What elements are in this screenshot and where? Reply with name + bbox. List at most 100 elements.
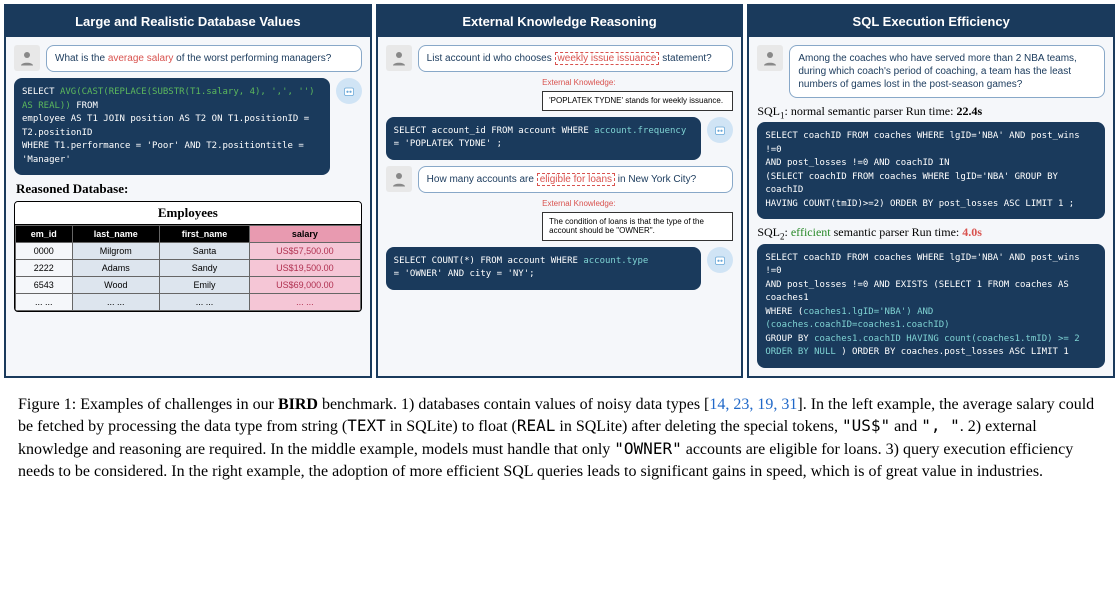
cell: Emily bbox=[160, 277, 250, 294]
cell-salary: US$19,500.00 bbox=[250, 260, 361, 277]
caption-text: in SQLite) to float ( bbox=[386, 418, 517, 435]
sql-text: FROM bbox=[71, 101, 98, 111]
caption-bold: BIRD bbox=[278, 396, 318, 413]
sql-highlight: account.type bbox=[583, 256, 648, 266]
sql-text: WHERE ( bbox=[765, 307, 803, 317]
sql-highlight: ORDER BY NULL bbox=[765, 347, 841, 357]
rt-desc: : normal semantic parser Run time: bbox=[785, 104, 957, 118]
rt-label: SQL bbox=[757, 225, 780, 239]
rt-label: SQL bbox=[757, 104, 780, 118]
cell: Wood bbox=[72, 277, 159, 294]
cell: 6543 bbox=[16, 277, 73, 294]
citation-link[interactable]: 14, 23, 19, 31 bbox=[709, 396, 797, 413]
user-avatar-icon bbox=[14, 45, 40, 71]
cell: Milgrom bbox=[72, 243, 159, 260]
user-question-row: Among the coaches who have served more t… bbox=[757, 45, 1105, 98]
sql-text: WHERE T1.performance = 'Poor' AND T2.pos… bbox=[22, 141, 304, 165]
sql-answer-row: SELECT COUNT(*) FROM account WHERE accou… bbox=[386, 247, 734, 290]
sql-text: SELECT account_id FROM account WHERE bbox=[394, 126, 594, 136]
q-highlight: average salary bbox=[108, 53, 174, 64]
figure-caption: Figure 1: Examples of challenges in our … bbox=[0, 382, 1119, 490]
sql-text: employee AS T1 JOIN position AS T2 ON T1… bbox=[22, 114, 309, 138]
col-header: first_name bbox=[160, 226, 250, 243]
user-avatar-icon bbox=[757, 45, 783, 71]
rt-efficient: efficient bbox=[791, 225, 831, 239]
sql-block: SELECT account_id FROM account WHERE acc… bbox=[386, 117, 702, 160]
sql-block: SELECT COUNT(*) FROM account WHERE accou… bbox=[386, 247, 702, 290]
cell: ... ... bbox=[72, 294, 159, 311]
knowledge-box: The condition of loans is that the type … bbox=[542, 212, 733, 241]
kb-label: External Knowledge: bbox=[542, 199, 733, 208]
cell: ... ... bbox=[160, 294, 250, 311]
q-text: List account id who chooses bbox=[427, 53, 555, 64]
user-question-row: What is the average salary of the worst … bbox=[14, 45, 362, 72]
sql-highlight: coaches1.coachID HAVING count(coaches1.t… bbox=[814, 334, 1080, 344]
cell-salary: US$69,000.00 bbox=[250, 277, 361, 294]
sql-text: SELECT bbox=[22, 87, 60, 97]
table-row: 2222AdamsSandyUS$19,500.00 bbox=[16, 260, 361, 277]
caption-code: "OWNER" bbox=[614, 439, 681, 458]
robot-avatar-icon bbox=[707, 117, 733, 143]
panel-header: Large and Realistic Database Values bbox=[6, 6, 370, 37]
sql-text: = 'POPLATEK TYDNE' ; bbox=[394, 139, 502, 149]
table-row: 0000MilgromSantaUS$57,500.00 bbox=[16, 243, 361, 260]
question-bubble: List account id who chooses weekly issue… bbox=[418, 45, 734, 72]
runtime-line: SQL1: normal semantic parser Run time: 2… bbox=[757, 104, 1105, 120]
cell: ... ... bbox=[16, 294, 73, 311]
panel-header: SQL Execution Efficiency bbox=[749, 6, 1113, 37]
caption-text: in SQLite) after deleting the special to… bbox=[555, 418, 842, 435]
data-table: em_id last_name first_name salary 0000Mi… bbox=[15, 225, 361, 311]
cell: Santa bbox=[160, 243, 250, 260]
sql-text: AND post_losses !=0 AND EXISTS (SELECT 1… bbox=[765, 280, 1068, 304]
figure-panels: Large and Realistic Database Values What… bbox=[0, 0, 1119, 382]
panel-body: List account id who chooses weekly issue… bbox=[378, 37, 742, 304]
runtime-line: SQL2: efficient semantic parser Run time… bbox=[757, 225, 1105, 241]
sql-text: = 'OWNER' AND city = 'NY'; bbox=[394, 269, 535, 279]
sql-text: (SELECT coachID FROM coaches WHERE lgID=… bbox=[765, 172, 1058, 196]
sql-text: AND post_losses !=0 AND coachID IN bbox=[765, 158, 949, 168]
table-title: Employees bbox=[15, 202, 361, 225]
sql-text: SELECT COUNT(*) FROM account WHERE bbox=[394, 256, 584, 266]
table-header-row: em_id last_name first_name salary bbox=[16, 226, 361, 243]
caption-code: TEXT bbox=[347, 416, 386, 435]
sql-text: SELECT coachID FROM coaches WHERE lgID='… bbox=[765, 253, 1079, 277]
table-row: ... ...... ...... ...... ... bbox=[16, 294, 361, 311]
caption-text: benchmark. 1) databases contain values o… bbox=[318, 396, 709, 413]
rt-value: 4.0s bbox=[962, 225, 982, 239]
sql-block: SELECT coachID FROM coaches WHERE lgID='… bbox=[757, 122, 1105, 219]
panel-header: External Knowledge Reasoning bbox=[378, 6, 742, 37]
q-text: statement? bbox=[659, 53, 711, 64]
q-highlight: eligible for loans bbox=[537, 173, 615, 186]
q-text: in New York City? bbox=[615, 174, 696, 185]
sql-answer-row: SELECT account_id FROM account WHERE acc… bbox=[386, 117, 734, 160]
user-avatar-icon bbox=[386, 166, 412, 192]
sql-highlight: AVG(CAST(REPLACE(SUBSTR(T1.salary, 4), '… bbox=[22, 87, 315, 111]
col-header: em_id bbox=[16, 226, 73, 243]
rt-value: 22.4s bbox=[956, 104, 982, 118]
robot-avatar-icon bbox=[707, 247, 733, 273]
user-avatar-icon bbox=[386, 45, 412, 71]
user-question-row: How many accounts are eligible for loans… bbox=[386, 166, 734, 193]
question-bubble: How many accounts are eligible for loans… bbox=[418, 166, 734, 193]
question-bubble: What is the average salary of the worst … bbox=[46, 45, 362, 72]
caption-text: Figure 1: Examples of challenges in our bbox=[18, 396, 278, 413]
col-header: last_name bbox=[72, 226, 159, 243]
cell-salary: ... ... bbox=[250, 294, 361, 311]
reasoned-db-label: Reasoned Database: bbox=[16, 181, 362, 197]
knowledge-box: 'POPLATEK TYDNE' stands for weekly issua… bbox=[542, 91, 733, 111]
question-bubble: Among the coaches who have served more t… bbox=[789, 45, 1105, 98]
panel-external-knowledge: External Knowledge Reasoning List accoun… bbox=[376, 4, 744, 378]
panel-database-values: Large and Realistic Database Values What… bbox=[4, 4, 372, 378]
col-header-salary: salary bbox=[250, 226, 361, 243]
sql-block: SELECT coachID FROM coaches WHERE lgID='… bbox=[757, 244, 1105, 368]
panel-sql-efficiency: SQL Execution Efficiency Among the coach… bbox=[747, 4, 1115, 378]
table-row: 6543WoodEmilyUS$69,000.00 bbox=[16, 277, 361, 294]
q-text: What is the bbox=[55, 53, 108, 64]
q-text: How many accounts are bbox=[427, 174, 537, 185]
sql-text: SELECT coachID FROM coaches WHERE lgID='… bbox=[765, 131, 1079, 155]
caption-code: ", " bbox=[921, 416, 960, 435]
q-highlight: weekly issue issuance bbox=[555, 52, 660, 65]
cell: Sandy bbox=[160, 260, 250, 277]
panel-body: What is the average salary of the worst … bbox=[6, 37, 370, 320]
cell-salary: US$57,500.00 bbox=[250, 243, 361, 260]
